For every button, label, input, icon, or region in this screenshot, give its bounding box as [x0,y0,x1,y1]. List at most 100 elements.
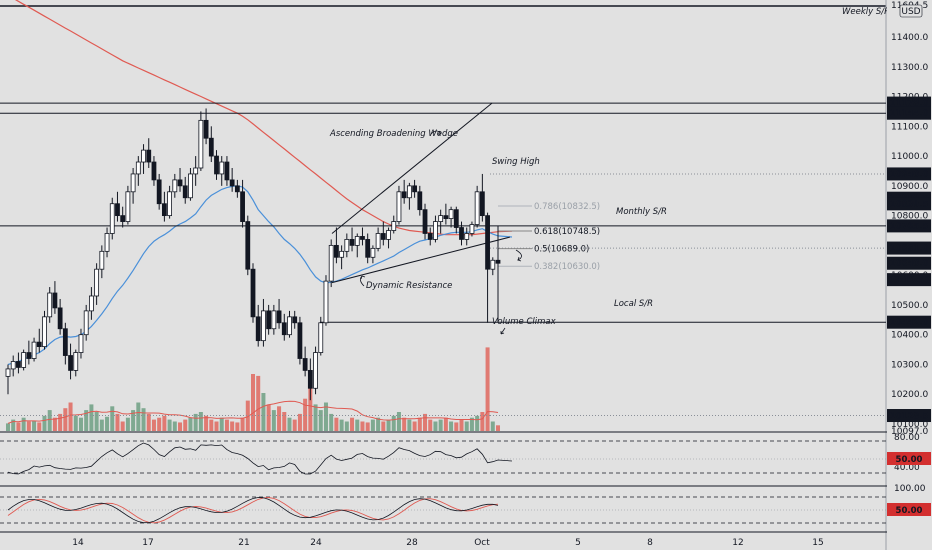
candle-body [73,352,79,371]
candle-body [245,221,251,270]
candle-body [417,191,423,211]
price-tag-bg [887,167,931,181]
time-axis: 14 17 21 24 28 Oct 5 8 12 15 [72,538,823,548]
candle [339,245,345,270]
candle [318,316,324,356]
candle [141,144,146,174]
stoch-value-tag: 50.00 [887,503,931,516]
candle-body [182,185,188,199]
volume-bar [68,402,73,431]
price-tick: 10800.0 [891,212,928,222]
rsi-tick: 40.00 [894,463,920,473]
price-tag: 11144.0 [887,106,931,120]
volume-bar [47,410,52,431]
candle [360,227,365,246]
candle-body [57,307,63,330]
volume-bar [151,419,156,431]
candle [433,215,438,243]
time-tick: 8 [647,538,653,548]
volume-bar [99,419,104,431]
candle [302,346,308,377]
candle-body [99,250,105,270]
candle [307,358,313,401]
candle-body [115,203,120,217]
candle-body [188,173,193,199]
price-tag-label: 10691.0 [890,244,929,254]
candle [438,209,444,234]
volume-bar [480,412,485,431]
volume-bar [365,422,370,431]
candle [89,287,94,320]
candle [16,352,21,374]
candle [214,150,219,180]
volume-bar [423,413,428,431]
swing-high-label: Swing High [492,157,540,167]
volume-bar [16,422,21,431]
candle-body [219,161,225,175]
candle [266,304,272,335]
volume-bar [78,417,83,431]
candle [94,263,100,305]
volume-bar [454,422,459,431]
arrow-icon [500,327,506,335]
local-sr-label: Local S/R [614,299,653,309]
candle-body [380,233,386,240]
candle-body [474,191,480,225]
volume-bar [6,423,10,431]
candle-body [36,341,42,347]
candle [412,179,417,198]
price-tag-label: 10640.0 [890,259,929,269]
volume-bar [303,398,308,431]
volume-bar [443,417,448,431]
candle-body [203,119,209,139]
candle [401,179,407,204]
candle [276,298,282,329]
volume-bar [89,404,94,431]
volume-bar [214,421,219,431]
curved-arrow-icon [515,249,522,262]
candle [198,111,204,171]
candle [10,355,16,377]
volume-bar [282,412,287,431]
price-tag: 11178.0 [887,96,931,110]
candle [182,176,188,204]
candle-body [479,191,485,217]
price-tick: 11400.0 [891,33,928,43]
candle [125,185,131,225]
candle-body [240,191,245,222]
candle [313,346,318,395]
candle [109,197,115,240]
stoch-k-line [7,497,499,524]
volume-bar [475,415,480,431]
ma-blue-line [7,185,513,366]
volume-bar [329,413,334,431]
candle-body [287,316,292,336]
candle-body [318,322,324,353]
stoch-d-line [7,497,499,524]
rsi-tag-bg [887,452,931,465]
candle-body [198,119,204,169]
fib-label: 0.786(10832.5) [534,202,600,212]
candle [255,304,261,347]
candle-body [302,358,308,371]
fib-label: 0.382(10630.0) [534,262,600,272]
candle-body [448,209,454,219]
price-tag: 10691.0 [887,241,931,255]
rsi-line [7,442,513,475]
volume-bar [334,417,339,431]
candle [21,349,27,371]
price-tag-label: 10839.5 [890,200,929,210]
volume-bar [266,404,271,431]
candle-body [469,224,475,234]
candle [156,173,162,210]
candle-body [375,233,381,249]
rsi-panel [0,440,886,475]
candle-body [16,361,21,368]
candle [287,310,292,338]
volume-ma-line [7,400,499,424]
candle-body [208,137,214,157]
candle-body [109,203,115,234]
candle-body [391,221,397,231]
